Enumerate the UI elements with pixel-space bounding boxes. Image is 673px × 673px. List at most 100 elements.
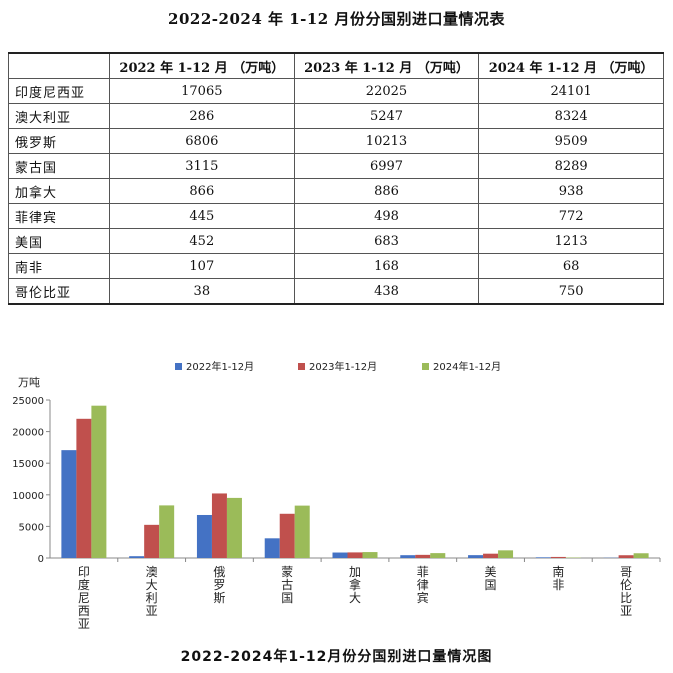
value-cell: 5247 <box>293 103 480 129</box>
header-cell: 2022 年 1-12 月 （万吨） <box>109 52 295 79</box>
table-title: 2022-2024 年 1-12 月份分国别进口量情况表 <box>168 10 505 28</box>
bar <box>144 524 160 558</box>
bar <box>483 553 499 558</box>
country-cell: 美国 <box>8 228 110 254</box>
legend-swatch <box>422 363 429 370</box>
y-tick-label: 0 <box>38 554 44 565</box>
x-tick-label: 澳大利亚 <box>146 565 158 618</box>
bar <box>400 555 416 558</box>
value-cell: 8289 <box>478 153 664 179</box>
bar <box>347 552 363 558</box>
value-cell: 38 <box>109 278 295 305</box>
value-cell: 8324 <box>478 103 664 129</box>
value-cell: 498 <box>293 203 480 229</box>
table-row: 加拿大 866 886 938 <box>8 178 664 204</box>
table-row: 澳大利亚 286 5247 8324 <box>8 103 664 129</box>
table-row: 南非 107 168 68 <box>8 253 664 279</box>
bar <box>332 552 348 558</box>
bar <box>211 493 227 558</box>
value-cell: 452 <box>109 228 295 254</box>
table-row: 俄罗斯 6806 10213 9509 <box>8 128 664 154</box>
import-bar-chart: 万吨 2022年1-12月 2023年1-12月 2024年1-12月 0 5000 100… <box>12 360 661 631</box>
table-row: 蒙古国 3115 6997 8289 <box>8 153 664 179</box>
country-cell: 澳大利亚 <box>8 103 110 129</box>
bar <box>226 497 242 558</box>
bar <box>430 553 446 558</box>
value-cell: 438 <box>293 278 480 305</box>
legend-label: 2022年1-12月 <box>186 360 254 373</box>
value-cell: 683 <box>293 228 480 254</box>
value-cell: 168 <box>293 253 480 279</box>
x-tick-label: 哥伦比亚 <box>620 565 632 618</box>
chart-title: 2022-2024年1-12月份分国别进口量情况图 <box>180 649 493 665</box>
y-tick-label: 10000 <box>12 491 44 502</box>
bar <box>61 450 77 558</box>
value-cell: 6997 <box>293 153 480 179</box>
value-cell: 3115 <box>109 153 295 179</box>
x-tick-label: 美国 <box>485 565 497 592</box>
import-table: 2022 年 1-12 月 （万吨） 2023 年 1-12 月 （万吨） 20… <box>8 52 664 305</box>
country-cell: 哥伦比亚 <box>8 278 110 305</box>
country-cell: 加拿大 <box>8 178 110 204</box>
bar <box>550 556 566 558</box>
value-cell: 772 <box>478 203 664 229</box>
country-cell: 南非 <box>8 253 110 279</box>
bar <box>415 554 431 558</box>
legend-swatch <box>298 363 305 370</box>
value-cell: 445 <box>109 203 295 229</box>
value-cell: 6806 <box>109 128 295 154</box>
x-tick-label: 印度尼西亚 <box>78 565 90 631</box>
legend-swatch <box>175 363 182 370</box>
value-cell: 68 <box>478 253 664 279</box>
bar <box>264 538 280 558</box>
header-cell: 2024 年 1-12 月 （万吨） <box>478 52 664 79</box>
x-tick-label: 加拿大 <box>349 565 361 605</box>
bar <box>159 505 175 558</box>
table-row: 印度尼西亚 17065 22025 24101 <box>8 78 664 104</box>
country-cell: 蒙古国 <box>8 153 110 179</box>
bar <box>279 513 295 558</box>
legend-label: 2024年1-12月 <box>433 360 501 373</box>
bar <box>498 550 514 558</box>
table-header-row: 2022 年 1-12 月 （万吨） 2023 年 1-12 月 （万吨） 20… <box>8 52 664 79</box>
value-cell: 286 <box>109 103 295 129</box>
table-row: 菲律宾 445 498 772 <box>8 203 664 229</box>
x-tick-label: 菲律宾 <box>417 565 429 605</box>
legend-label: 2023年1-12月 <box>309 360 377 373</box>
bar <box>618 555 634 558</box>
bar <box>196 514 212 558</box>
header-cell <box>8 52 110 79</box>
value-cell: 10213 <box>293 128 480 154</box>
y-tick-label: 15000 <box>12 459 44 470</box>
bar <box>129 556 145 558</box>
value-cell: 866 <box>109 178 295 204</box>
bar <box>76 418 92 558</box>
value-cell: 750 <box>478 278 664 305</box>
value-cell: 24101 <box>478 78 664 104</box>
table-row: 哥伦比亚 38 438 750 <box>8 278 664 305</box>
bar <box>294 505 310 558</box>
bar <box>91 405 107 558</box>
country-cell: 俄罗斯 <box>8 128 110 154</box>
value-cell: 22025 <box>293 78 480 104</box>
y-tick-label: 25000 <box>12 396 44 407</box>
country-cell: 菲律宾 <box>8 203 110 229</box>
x-tick-label: 俄罗斯 <box>213 565 225 605</box>
x-tick-label: 南非 <box>552 564 564 592</box>
value-cell: 17065 <box>109 78 295 104</box>
header-cell: 2023 年 1-12 月 （万吨） <box>293 52 480 79</box>
bar <box>535 557 551 558</box>
y-tick-label: 5000 <box>19 522 44 533</box>
bar <box>633 553 649 558</box>
bar <box>362 552 378 558</box>
value-cell: 886 <box>293 178 480 204</box>
x-tick-label: 蒙古国 <box>281 565 293 605</box>
value-cell: 107 <box>109 253 295 279</box>
country-cell: 印度尼西亚 <box>8 78 110 104</box>
y-tick-label: 20000 <box>12 428 44 439</box>
value-cell: 9509 <box>478 128 664 154</box>
bar <box>468 555 484 558</box>
value-cell: 1213 <box>478 228 664 254</box>
value-cell: 938 <box>478 178 664 204</box>
y-axis-label: 万吨 <box>18 376 40 389</box>
